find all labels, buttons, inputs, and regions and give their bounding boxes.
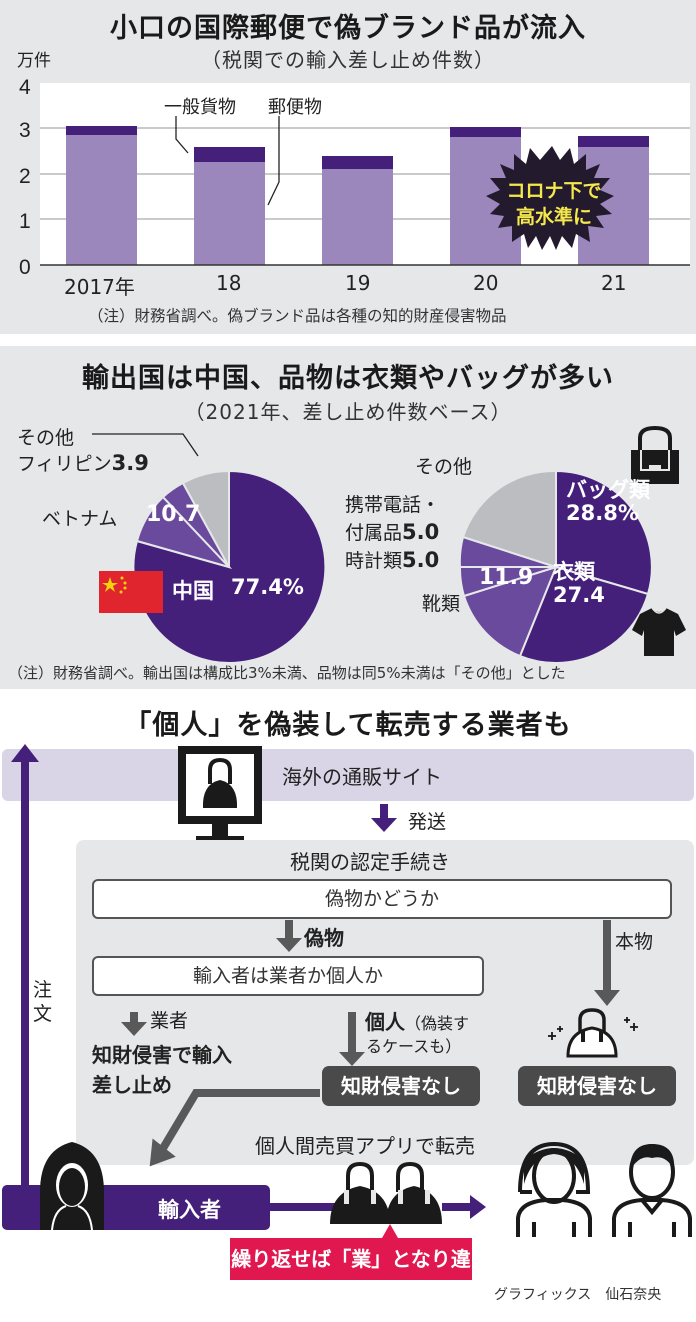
shipping-arrow-icon <box>371 804 397 832</box>
business-result-1: 知財侵害で輸入 <box>92 1043 232 1067</box>
individual-note: るケースも） <box>366 1037 462 1056</box>
order-arrow-icon <box>11 744 39 1185</box>
x-label-2019: 19 <box>345 271 371 295</box>
bar-chart-title: 小口の国際郵便で偽ブランド品が流入 <box>110 13 586 44</box>
china-flag-icon <box>99 571 163 613</box>
svg-text:4: 4 <box>19 76 31 99</box>
hooded-importer-icon <box>40 1142 104 1231</box>
value-china: 77.4% <box>231 575 304 599</box>
overseas-site-label: 海外の通販サイト <box>282 765 442 789</box>
handbag-icon <box>631 425 679 484</box>
label-vietnam: ベトナム <box>42 508 118 530</box>
bar-2019 <box>322 156 393 265</box>
svg-text:1: 1 <box>19 210 31 233</box>
bar-2017 <box>66 126 137 265</box>
legend-mail: 郵便物 <box>268 97 322 118</box>
label-clothing: 衣類 <box>553 560 595 584</box>
svg-text:0: 0 <box>19 256 31 279</box>
pie-chart-panel: 輸出国は中国、品物は衣類やバッグが多い （2021年、差し止め件数ベース） <box>0 346 696 689</box>
label-china: 中国 <box>172 579 214 603</box>
overseas-site-bar <box>2 749 694 801</box>
business-result-2: 差し止め <box>92 1073 172 1097</box>
x-label-2021: 21 <box>601 271 627 295</box>
x-label-2018: 18 <box>216 271 242 295</box>
no-infringement-badge-individual: 知財侵害なし <box>322 1066 480 1106</box>
business-label: 業者 <box>150 1010 189 1032</box>
bar-chart-panel: 小口の国際郵便で偽ブランド品が流入 （税関での輸入差し止め件数） 万件 <box>0 0 696 334</box>
label-philippines: フィリピン3.9 <box>17 451 149 475</box>
flow-diagram-graphics <box>2 744 694 1238</box>
pie-charts <box>92 425 686 664</box>
order-label: 注文 <box>33 979 53 1025</box>
label-phone-2: 付属品5.0 <box>345 520 440 544</box>
pie-chart-subtitle: （2021年、差し止め件数ベース） <box>184 400 512 424</box>
warning-banner: 繰り返せば「業」となり違法 <box>230 1238 472 1313</box>
no-infringement-badge-genuine: 知財侵害なし <box>518 1066 676 1106</box>
credit: グラフィックス 仙石奈央 <box>494 1287 662 1303</box>
label-shoes: 靴類 <box>422 593 461 615</box>
genuine-label: 本物 <box>615 931 654 953</box>
flow-arrows <box>121 920 620 1066</box>
importer-label: 輸入者 <box>158 1198 221 1222</box>
bar-2018 <box>194 147 265 265</box>
customs-title: 税関の認定手続き <box>290 850 450 874</box>
is-fake-box: 偽物かどうか <box>92 879 672 919</box>
label-bags: バッグ類 <box>566 478 650 502</box>
x-label-2020: 20 <box>473 271 499 295</box>
fake-label: 偽物 <box>304 926 344 950</box>
svg-text:3: 3 <box>19 119 31 142</box>
individual-label: 個人（偽装す <box>365 1010 470 1034</box>
pie-chart-title: 輸出国は中国、品物は衣類やバッグが多い <box>82 363 614 394</box>
pie-chart-note: （注）財務省調べ。輸出国は構成比3%未満、品物は同5%未満は「その他」とした <box>8 664 566 682</box>
genuine-bag-icon <box>548 1008 638 1058</box>
label-other-country: その他 <box>17 427 75 449</box>
flow-title: 「個人」を偽装して転売する業者も <box>124 710 572 741</box>
callout-burst <box>486 146 614 250</box>
resale-app-label: 個人間売買アプリで転売 <box>255 1134 475 1158</box>
pie-product-categories <box>458 469 653 664</box>
label-watch: 時計類5.0 <box>345 548 440 572</box>
monitor-with-bag-icon <box>178 746 262 844</box>
bar-chart: 4 3 2 1 0 <box>19 76 690 279</box>
value-clothing: 27.4 <box>553 583 605 607</box>
legend-general-cargo: 一般貨物 <box>164 97 236 118</box>
value-shoes: 11.9 <box>479 565 534 590</box>
bar-chart-subtitle: （税関での輸入差し止め件数） <box>201 48 495 72</box>
resale-bags-icon <box>330 1161 442 1224</box>
label-other-product: その他 <box>415 456 473 478</box>
value-vietnam: 10.7 <box>146 502 201 527</box>
svg-text:2: 2 <box>19 165 31 188</box>
y-axis-unit: 万件 <box>17 51 51 71</box>
value-bags: 28.8% <box>566 501 639 525</box>
callout-text: コロナ下で 高水準に <box>506 180 602 228</box>
shipping-label: 発送 <box>408 811 447 833</box>
pie-exporting-countries <box>132 469 327 664</box>
bar-chart-note: （注）財務省調べ。偽ブランド品は各種の知的財産侵害物品 <box>88 307 507 325</box>
tshirt-icon <box>632 607 686 656</box>
importer-type-box: 輸入者は業者か個人か <box>92 956 484 996</box>
x-label-2017: 2017年 <box>64 275 135 299</box>
label-phone-1: 携帯電話・ <box>345 494 441 516</box>
